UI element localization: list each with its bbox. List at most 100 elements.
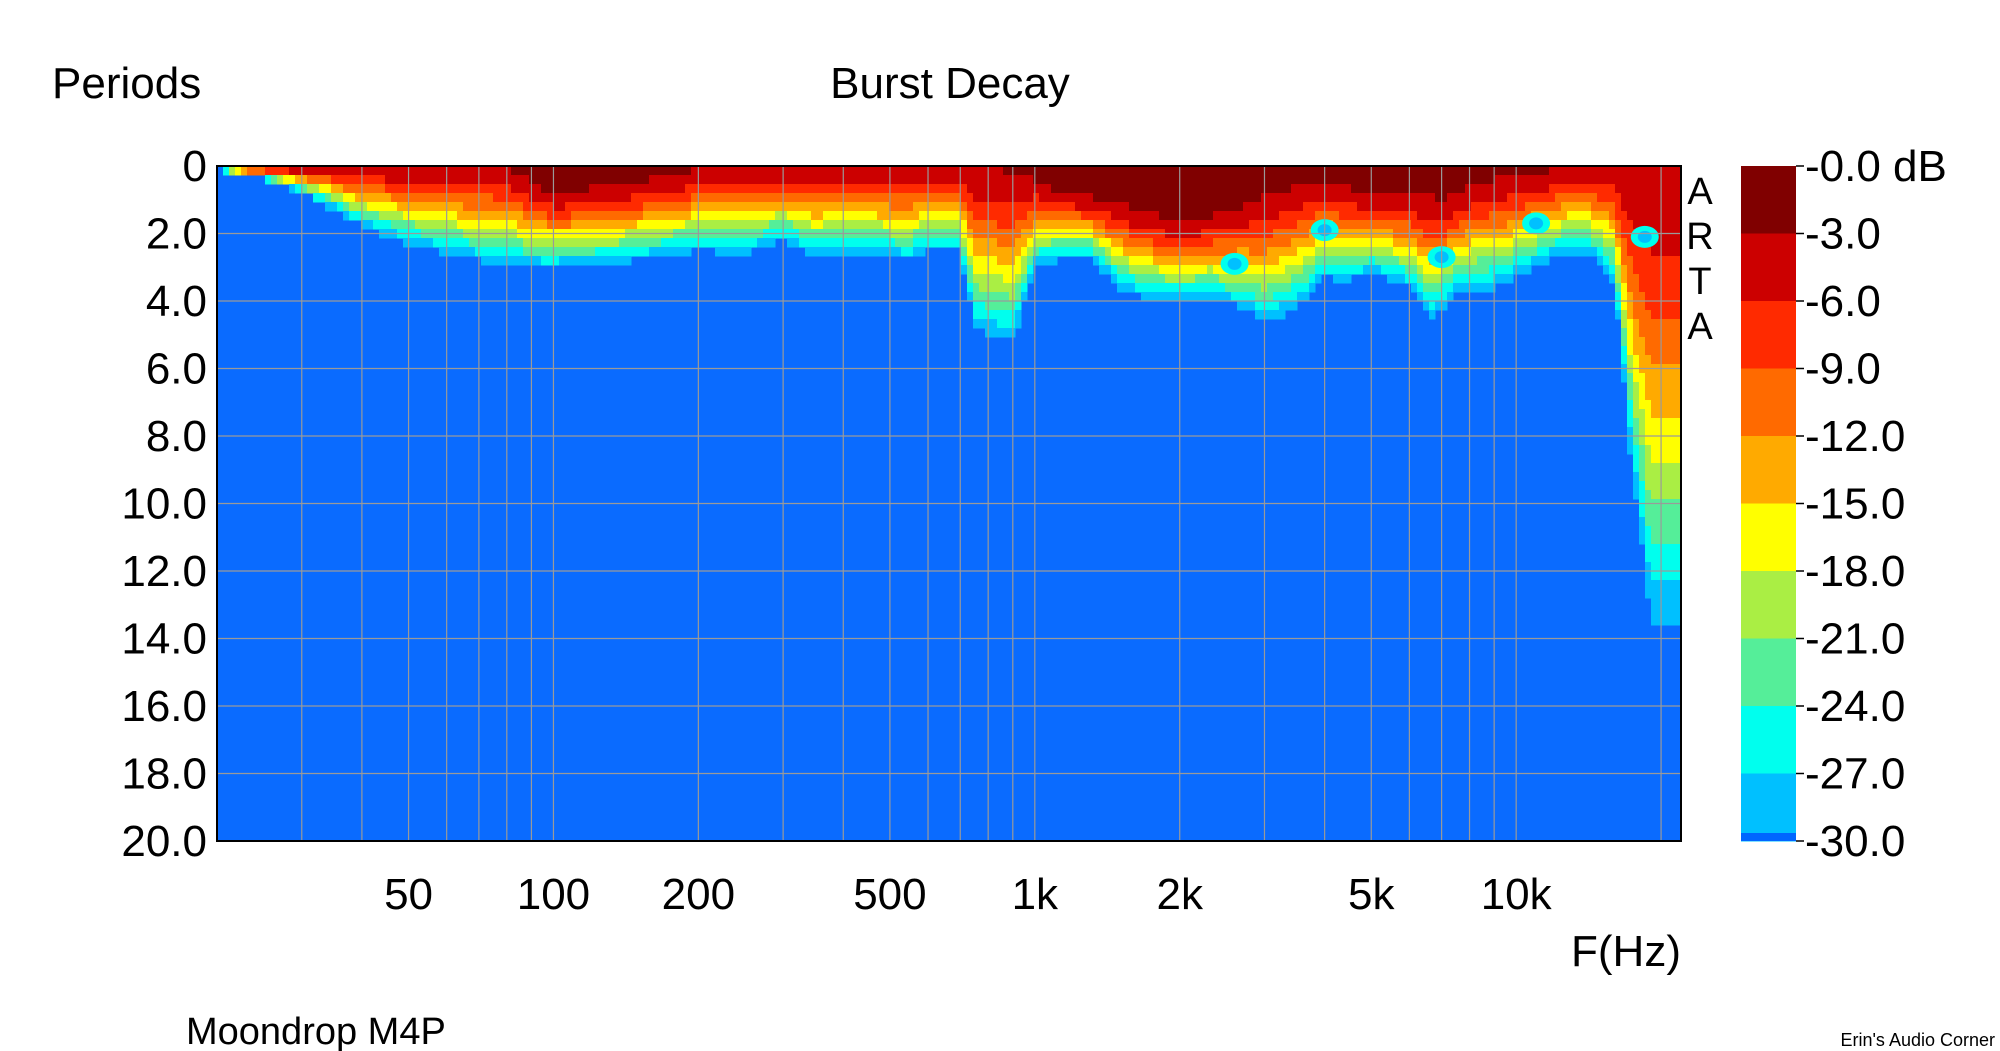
heat-cell — [1279, 193, 1286, 203]
heat-cell — [1477, 283, 1484, 293]
heat-cell — [457, 175, 464, 185]
heat-cell — [625, 211, 632, 221]
heat-cell — [949, 166, 956, 176]
heat-cell — [1429, 283, 1436, 293]
heat-cell — [757, 202, 764, 212]
heat-cell — [1645, 193, 1652, 203]
heat-cell — [1219, 283, 1226, 293]
heat-cell — [1531, 256, 1538, 266]
heat-cell — [1135, 247, 1142, 257]
heat-cell — [1603, 193, 1610, 203]
heat-cell — [385, 211, 392, 221]
heat-cell — [793, 166, 800, 176]
heat-cell — [829, 220, 836, 230]
heat-cell — [1285, 166, 1292, 176]
heat-cell — [1243, 175, 1250, 185]
heat-cell — [1171, 283, 1178, 293]
heat-cell — [961, 265, 968, 275]
heat-cell — [751, 220, 758, 230]
heat-cell — [1327, 202, 1334, 212]
heat-cell — [1039, 202, 1046, 212]
heat-cell — [1387, 274, 1394, 284]
heat-cell — [805, 175, 812, 185]
heat-cell — [1531, 166, 1538, 176]
heat-cell — [679, 238, 686, 248]
heat-cell — [1519, 238, 1526, 248]
heat-cell — [1669, 400, 1676, 410]
heat-cell — [1309, 274, 1316, 284]
heat-cell — [361, 184, 368, 194]
heat-cell — [1243, 166, 1250, 176]
heat-cell — [517, 193, 524, 203]
heat-cell — [1663, 454, 1670, 464]
heat-cell — [649, 238, 656, 248]
heat-cell — [469, 238, 476, 248]
heat-cell — [1663, 526, 1670, 536]
heat-cell — [373, 220, 380, 230]
heat-cell — [865, 211, 872, 221]
heat-cell — [901, 193, 908, 203]
heat-cell — [415, 175, 422, 185]
heat-cell — [1165, 265, 1172, 275]
heat-cell — [1627, 355, 1634, 365]
heat-cell — [1663, 256, 1670, 266]
heat-cell — [1195, 256, 1202, 266]
heat-cell — [1615, 274, 1622, 284]
heat-cell — [1213, 211, 1220, 221]
heat-cell — [1357, 175, 1364, 185]
heat-cell — [1657, 571, 1664, 581]
heat-cell — [1243, 238, 1250, 248]
heat-cell — [1441, 202, 1448, 212]
heat-cell — [499, 211, 506, 221]
heat-cell — [553, 247, 560, 257]
heat-cell — [919, 247, 926, 257]
heat-cell — [571, 193, 578, 203]
heat-cell — [1231, 292, 1238, 302]
heat-cell — [1543, 175, 1550, 185]
heat-cell — [1621, 373, 1628, 383]
heat-cell — [1381, 202, 1388, 212]
heat-cell — [1333, 211, 1340, 221]
heat-cell — [1255, 256, 1262, 266]
heat-cell — [589, 238, 596, 248]
heat-cell — [961, 166, 968, 176]
heat-cell — [655, 211, 662, 221]
heat-cell — [1675, 616, 1681, 626]
heat-cell — [1327, 247, 1334, 257]
heat-cell — [1339, 256, 1346, 266]
heat-cell — [1033, 202, 1040, 212]
heat-cell — [1435, 292, 1442, 302]
heat-cell — [1675, 454, 1681, 464]
heat-cell — [703, 238, 710, 248]
heat-cell — [1675, 517, 1681, 527]
heat-cell — [1435, 274, 1442, 284]
heat-cell — [1627, 211, 1634, 221]
heat-cell — [1201, 247, 1208, 257]
heat-cell — [529, 166, 536, 176]
heat-cell — [1441, 184, 1448, 194]
heat-cell — [679, 184, 686, 194]
heat-cell — [595, 238, 602, 248]
heat-cell — [1171, 175, 1178, 185]
heat-cell — [619, 247, 626, 257]
heat-cell — [1645, 211, 1652, 221]
heat-cell — [1663, 598, 1670, 608]
heat-cell — [1495, 247, 1502, 257]
heat-cell — [715, 166, 722, 176]
heat-cell — [1621, 292, 1628, 302]
heat-cell — [1183, 184, 1190, 194]
heat-cell — [937, 220, 944, 230]
heat-cell — [1333, 175, 1340, 185]
heat-cell — [1369, 202, 1376, 212]
heat-cell — [751, 211, 758, 221]
heat-cell — [1627, 175, 1634, 185]
heat-cell — [631, 175, 638, 185]
heat-cell — [1393, 202, 1400, 212]
heat-cell — [583, 184, 590, 194]
heat-cell — [607, 193, 614, 203]
heat-cell — [1189, 283, 1196, 293]
heat-cell — [1279, 220, 1286, 230]
heat-cell — [1363, 202, 1370, 212]
heat-cell — [1399, 193, 1406, 203]
heat-cell — [1645, 490, 1652, 500]
